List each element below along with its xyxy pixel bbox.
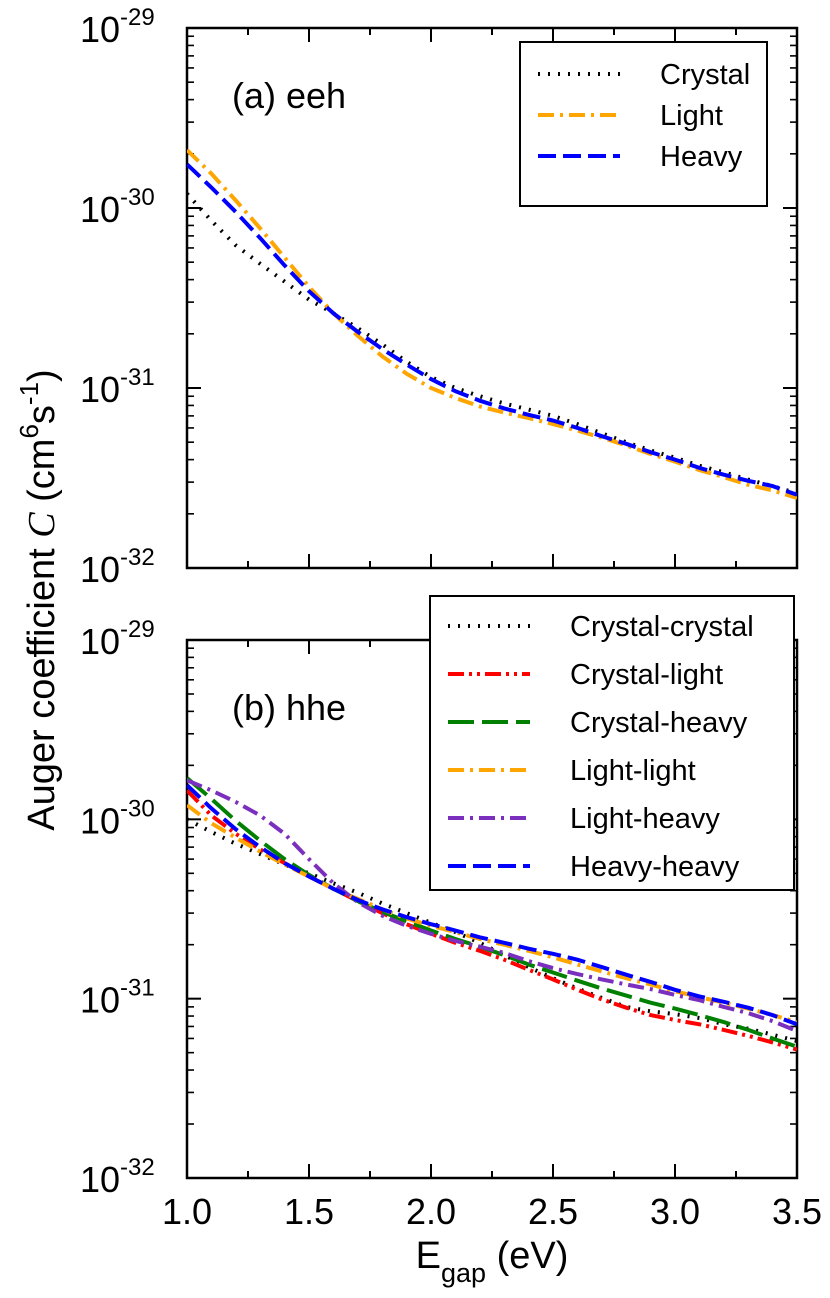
y-tick-base: 10 xyxy=(80,621,120,662)
legend-label: Crystal-heavy xyxy=(570,707,748,739)
series-group xyxy=(187,148,797,500)
y-tick-base: 10 xyxy=(80,980,120,1021)
y-axis-label-exp: -1 xyxy=(14,382,44,405)
y-tick-exponent: -30 xyxy=(120,184,155,211)
legend-label: Heavy-heavy xyxy=(570,851,740,883)
series-group xyxy=(187,776,797,1052)
y-tick-exponent: -31 xyxy=(120,364,155,391)
x-tick-label: 2.0 xyxy=(406,1191,456,1232)
y-tick-exponent: -30 xyxy=(120,795,155,822)
y-tick-exponent: -29 xyxy=(120,4,155,31)
series-line-crystal xyxy=(187,192,797,496)
y-axis-label-units: (cm xyxy=(21,439,63,513)
y-axis-label: Auger coefficient C (cm6s-1) xyxy=(14,369,63,830)
legend-label: Crystal-crystal xyxy=(570,611,754,643)
y-tick-label: 10-29 xyxy=(80,4,155,50)
x-axis-label-text: E xyxy=(416,1235,441,1277)
y-tick-exponent: -31 xyxy=(120,975,155,1002)
series-line-light xyxy=(187,148,797,500)
y-tick-label: 10-29 xyxy=(80,616,155,662)
y-tick-base: 10 xyxy=(80,1159,120,1200)
x-tick-label: 2.5 xyxy=(528,1191,578,1232)
y-tick-label: 10-30 xyxy=(80,184,155,230)
y-tick-label: 10-30 xyxy=(80,795,155,841)
series-line-light-heavy xyxy=(187,778,797,1033)
y-tick-base: 10 xyxy=(80,800,120,841)
legend-box xyxy=(429,595,795,891)
legend: Crystal Light Heavy xyxy=(519,41,768,207)
series-line-heavy-heavy xyxy=(187,783,797,1027)
x-tick-label: 1.5 xyxy=(284,1191,334,1232)
y-tick-label: 10-32 xyxy=(80,544,155,590)
legend-label: Crystal-light xyxy=(570,659,723,691)
y-axis-label-text: Auger coefficient xyxy=(21,538,63,831)
legend-label: Light xyxy=(660,100,723,132)
y-tick-label: 10-32 xyxy=(80,1154,155,1200)
legend-label: Light-heavy xyxy=(570,803,720,835)
legend-label: Heavy xyxy=(660,141,743,173)
x-axis-label: Egap (eV) xyxy=(416,1235,569,1288)
y-tick-exponent: -29 xyxy=(120,616,155,643)
y-tick-base: 10 xyxy=(80,549,120,590)
y-tick-exponent: -32 xyxy=(120,544,155,571)
x-tick-label: 3.0 xyxy=(650,1191,700,1232)
x-axis-label-sub: gap xyxy=(441,1258,486,1288)
y-axis-label-symbol: C xyxy=(21,512,63,538)
x-tick-label: 1.0 xyxy=(162,1191,212,1232)
panel-title: (a) eeh xyxy=(232,75,346,116)
y-axis-label-units: ) xyxy=(21,369,63,382)
y-axis-label-exp: 6 xyxy=(14,424,44,438)
legend-box xyxy=(519,41,768,207)
y-tick-label: 10-31 xyxy=(80,364,155,410)
series-line-crystal-light xyxy=(187,789,797,1052)
y-tick-base: 10 xyxy=(80,189,120,230)
legend: Crystal-crystal Crystal-light Crystal-heav… xyxy=(429,595,795,891)
series-line-heavy xyxy=(187,162,797,497)
x-axis-label-units: (eV) xyxy=(486,1235,568,1277)
legend-label: Light-light xyxy=(570,755,696,787)
y-tick-exponent: -32 xyxy=(120,1154,155,1181)
panel-title: (b) hhe xyxy=(232,687,346,728)
y-tick-base: 10 xyxy=(80,369,120,410)
legend-label: Crystal xyxy=(660,59,750,91)
x-tick-label: 3.5 xyxy=(772,1191,822,1232)
y-tick-base: 10 xyxy=(80,9,120,50)
y-tick-label: 10-31 xyxy=(80,975,155,1021)
y-axis-label-units: s xyxy=(21,405,63,424)
